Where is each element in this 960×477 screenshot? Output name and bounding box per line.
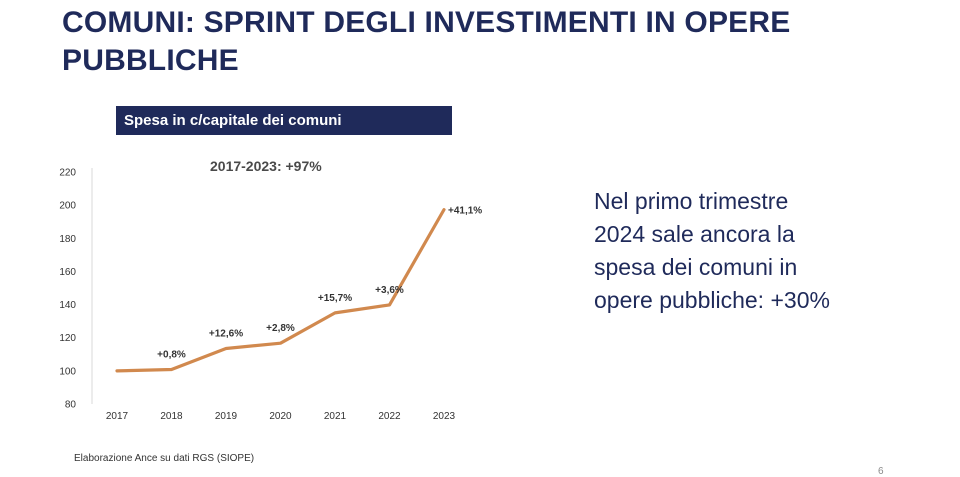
x-tick-label: 2018 [160,411,183,422]
slide-title: COMUNI: SPRINT DEGLI INVESTIMENTI IN OPE… [62,6,791,77]
data-label: +0,8% [157,350,186,361]
commentary-line: opere pubbliche: +30% [594,287,830,313]
page-number: 6 [878,466,884,477]
data-label: +15,7% [318,293,352,304]
y-tick-label: 80 [65,400,77,411]
y-tick-label: 120 [59,333,76,344]
x-tick-label: 2017 [106,411,129,422]
commentary-line: Nel primo trimestre [594,188,789,214]
x-tick-label: 2019 [215,411,238,422]
x-tick-label: 2021 [324,411,347,422]
data-label: +3,6% [375,285,404,296]
data-label: +41,1% [448,206,482,217]
y-tick-label: 220 [59,168,76,179]
y-tick-label: 160 [59,267,76,278]
x-tick-label: 2022 [378,411,401,422]
commentary-text: Nel primo trimestre 2024 sale ancora la … [594,185,924,317]
x-tick-label: 2020 [269,411,292,422]
y-tick-label: 140 [59,300,76,311]
commentary-line: spesa dei comuni in [594,254,798,280]
data-label: +12,6% [209,328,243,339]
chart-title-banner: Spesa in c/capitale dei comuni [116,106,452,135]
chart-growth-label: 2017-2023: +97% [210,158,322,174]
y-tick-label: 200 [59,201,76,212]
y-tick-label: 100 [59,366,76,377]
data-label: +2,8% [266,323,295,334]
source-note: Elaborazione Ance su dati RGS (SIOPE) [74,453,255,464]
y-tick-label: 180 [59,234,76,245]
commentary-line: 2024 sale ancora la [594,221,795,247]
x-tick-label: 2023 [433,411,456,422]
series-line [115,208,446,373]
